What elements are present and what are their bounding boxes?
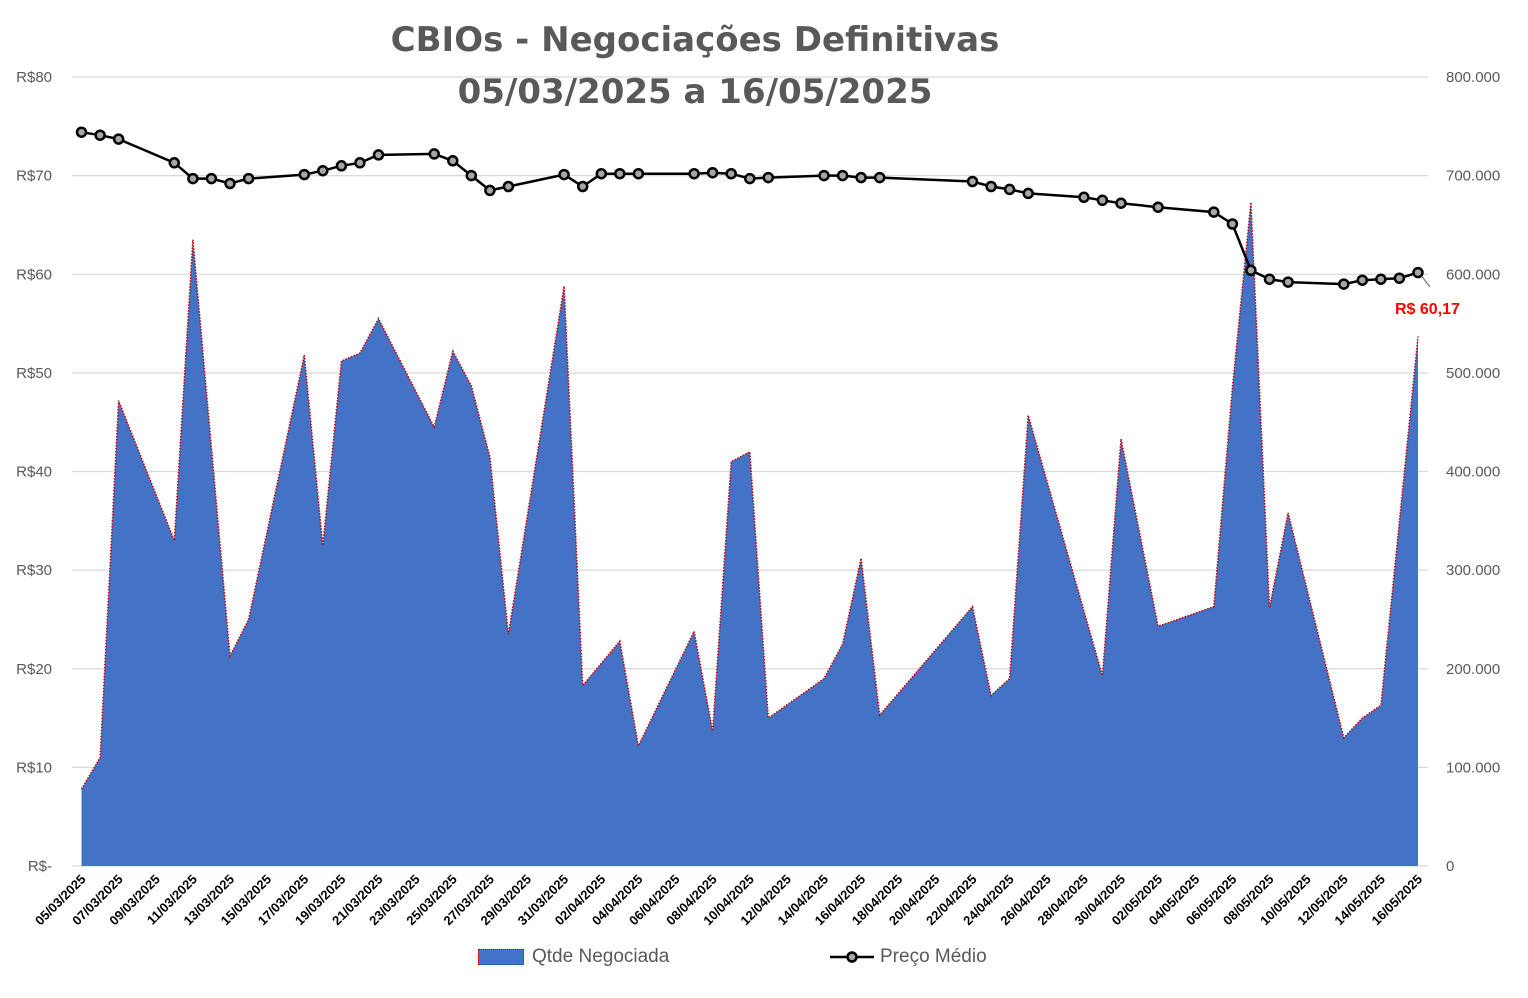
preco-medio-point xyxy=(1245,264,1257,277)
preco-medio-point xyxy=(298,168,311,181)
preco-medio-point xyxy=(428,148,440,160)
left-axis-tick: R$40 xyxy=(16,464,52,481)
preco-medio-point xyxy=(1412,266,1424,279)
legend-label-qtde-negociada: Qtde Negociada xyxy=(532,946,670,967)
right-axis-tick: 400.000 xyxy=(1446,464,1500,481)
left-axis-tick: R$80 xyxy=(16,69,52,86)
left-axis-tick: R$60 xyxy=(16,266,52,283)
legend-line-swatch xyxy=(830,951,874,963)
preco-medio-point xyxy=(706,166,719,179)
left-axis-tick: R$- xyxy=(28,858,52,875)
preco-medio-point xyxy=(317,164,329,177)
left-axis-tick: R$30 xyxy=(16,562,52,579)
right-axis-tick: 800.000 xyxy=(1446,69,1500,86)
right-axis-tick: 300.000 xyxy=(1446,562,1500,579)
chart-subtitle: 05/03/2025 a 16/05/2025 xyxy=(457,72,933,112)
preco-medio-point xyxy=(112,133,125,145)
preco-medio-point xyxy=(502,180,515,193)
preco-medio-point xyxy=(484,184,496,197)
preco-medio-point xyxy=(1022,187,1034,200)
legend-item-qtde-negociada: Qtde Negociada xyxy=(478,946,669,968)
left-axis-tick: R$50 xyxy=(16,365,52,382)
preco-medio-point xyxy=(818,169,830,182)
qtde-negociada-area xyxy=(81,202,1418,867)
right-axis-tick: 700.000 xyxy=(1446,168,1500,185)
preco-medio-point xyxy=(1115,197,1127,209)
right-axis-tick: 500.000 xyxy=(1446,365,1500,382)
legend-item-preco-medio: Preço Médio xyxy=(830,946,987,968)
last-price-annotation: R$ 60,17 xyxy=(1395,301,1460,318)
preco-medio-point xyxy=(205,172,218,185)
preco-medio-point xyxy=(372,149,385,161)
preco-medio-point xyxy=(1096,194,1109,207)
preco-medio-point xyxy=(595,167,608,180)
preco-medio-point xyxy=(75,126,88,138)
preco-medio-point xyxy=(1208,206,1220,218)
preco-medio-point xyxy=(614,167,626,180)
preco-medio-point xyxy=(1393,272,1406,284)
left-axis-tick: R$10 xyxy=(16,759,52,776)
preco-medio-point xyxy=(1356,274,1369,286)
legend-label-preco-medio: Preço Médio xyxy=(880,946,987,967)
right-axis-tick-labels: 0 100.000 200.000 300.000 400.000 500.000 600.… xyxy=(1446,69,1500,875)
preco-medio-point xyxy=(1338,278,1350,290)
preco-medio-point xyxy=(1152,201,1164,213)
right-axis-tick: 600.000 xyxy=(1446,266,1500,283)
preco-medio-point xyxy=(354,157,366,169)
preco-medio-point xyxy=(1375,273,1387,285)
chart-title: CBIOs - Negociações Definitivas xyxy=(390,20,1000,60)
preco-medio-point xyxy=(242,172,255,185)
preco-medio-line-series xyxy=(75,126,1424,290)
preco-medio-point xyxy=(224,177,236,190)
left-axis-tick-labels: R$- R$10 R$20 R$30 R$40 R$50 R$60 R$70 R$80 xyxy=(16,69,52,875)
right-axis-tick: 0 xyxy=(1446,858,1454,875)
preco-medio-point xyxy=(168,157,181,169)
preco-medio-point xyxy=(725,167,737,180)
preco-medio-point xyxy=(744,172,756,185)
preco-medio-point xyxy=(1282,276,1294,288)
preco-medio-point xyxy=(1003,183,1016,196)
annotation-leader-line xyxy=(1421,276,1431,288)
preco-medio-point xyxy=(855,171,867,184)
right-axis-tick: 200.000 xyxy=(1446,661,1500,678)
preco-medio-point xyxy=(187,172,199,185)
preco-medio-point xyxy=(632,167,645,180)
left-axis-tick: R$20 xyxy=(16,661,52,678)
right-axis-tick: 100.000 xyxy=(1446,759,1500,776)
legend-area-swatch xyxy=(478,949,524,965)
preco-medio-point xyxy=(966,175,979,188)
preco-medio-point xyxy=(1226,218,1239,230)
left-axis-tick: R$70 xyxy=(16,168,52,185)
preco-medio-point xyxy=(447,155,459,167)
preco-medio-point xyxy=(836,169,849,182)
preco-medio-point xyxy=(1078,191,1090,204)
preco-medio-point xyxy=(762,171,775,184)
preco-medio-point xyxy=(465,169,478,182)
preco-medio-point xyxy=(576,180,589,193)
preco-medio-point xyxy=(1263,273,1276,285)
preco-medio-point xyxy=(985,180,997,193)
x-axis-tick-labels: 05/03/202507/03/202509/03/202511/03/2025… xyxy=(32,872,1425,929)
preco-medio-point xyxy=(335,160,348,172)
preco-medio-point xyxy=(873,171,886,184)
preco-medio-point xyxy=(94,129,106,141)
qtde-negociada-area-series xyxy=(80,202,1419,867)
preco-medio-point xyxy=(688,167,700,180)
annotation-leader xyxy=(1421,276,1431,288)
preco-medio-point xyxy=(558,168,570,181)
